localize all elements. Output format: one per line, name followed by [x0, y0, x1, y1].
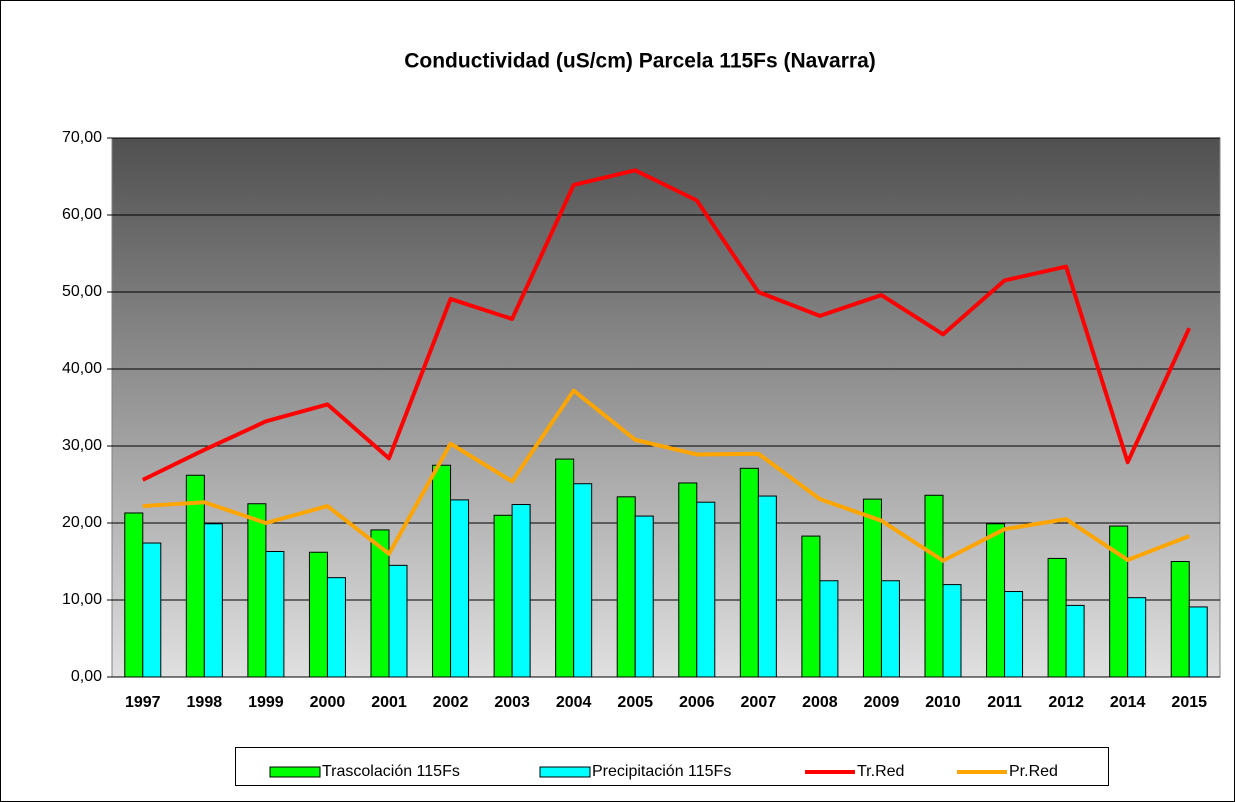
bar: [308, 551, 328, 678]
x-tick-label: 2015: [1171, 694, 1207, 711]
legend-swatch: [539, 766, 591, 778]
bar: [265, 550, 285, 678]
chart-title: Conductividad (uS/cm) Parcela 115Fs (Nav…: [404, 50, 876, 73]
legend-swatch: [269, 766, 321, 778]
x-tick-label: 1997: [125, 694, 161, 711]
x-tick-label: 2002: [433, 694, 469, 711]
bar: [1127, 597, 1147, 678]
y-tick-label: 40,00: [62, 360, 102, 377]
bar: [1004, 591, 1024, 678]
bar: [819, 580, 839, 678]
bar: [203, 523, 223, 678]
bar: [124, 512, 144, 678]
bar: [616, 496, 636, 678]
x-tick-label: 2006: [679, 694, 715, 711]
legend-label: Pr.Red: [1009, 763, 1058, 780]
x-tick-label: 2010: [925, 694, 961, 711]
bar: [696, 501, 716, 678]
bar: [573, 483, 593, 678]
legend: [235, 747, 1109, 786]
x-tick-label: 2000: [310, 694, 346, 711]
bar: [757, 495, 777, 678]
x-tick-label: 2005: [617, 694, 653, 711]
line: [142, 388, 1190, 563]
y-tick-label: 10,00: [62, 591, 102, 608]
bar: [326, 577, 346, 678]
x-tick-label: 2001: [371, 694, 407, 711]
y-tick-label: 20,00: [62, 514, 102, 531]
bar: [493, 514, 513, 678]
bar: [942, 584, 962, 678]
y-tick-label: 50,00: [62, 283, 102, 300]
x-tick-label: 1998: [187, 694, 223, 711]
x-tick-label: 2009: [864, 694, 900, 711]
bar: [924, 494, 944, 678]
y-tick-label: 70,00: [62, 129, 102, 146]
x-tick-label: 2003: [494, 694, 530, 711]
bar: [1047, 557, 1067, 678]
x-tick-label: 2008: [802, 694, 838, 711]
y-tick-label: 0,00: [71, 668, 102, 685]
bar: [1065, 604, 1085, 678]
x-tick-label: 2007: [741, 694, 777, 711]
x-tick-label: 2012: [1048, 694, 1084, 711]
bar: [1188, 606, 1208, 678]
bar: [555, 458, 575, 678]
legend-label: Trascolación 115Fs: [322, 763, 460, 780]
legend-label: Precipitación 115Fs: [592, 763, 731, 780]
bar: [880, 580, 900, 678]
x-tick-label: 2011: [987, 694, 1022, 711]
x-tick-label: 2004: [556, 694, 592, 711]
bar: [862, 498, 882, 678]
bar: [1170, 561, 1190, 678]
bar: [739, 467, 759, 678]
bar: [142, 542, 162, 678]
bar: [511, 504, 531, 678]
y-tick-label: 30,00: [62, 437, 102, 454]
bar: [247, 503, 267, 678]
legend-label: Tr.Red: [857, 763, 904, 780]
bar: [185, 474, 205, 678]
plot-area: [111, 137, 1221, 678]
bar: [634, 515, 654, 678]
bar: [678, 482, 698, 678]
x-tick-label: 2014: [1110, 694, 1146, 711]
bar: [801, 535, 821, 678]
bar: [388, 564, 408, 678]
bar: [986, 523, 1006, 678]
line: [141, 168, 1192, 482]
y-tick-label: 60,00: [62, 206, 102, 223]
x-tick-label: 1999: [248, 694, 284, 711]
bar: [432, 464, 452, 678]
bar: [450, 499, 470, 678]
